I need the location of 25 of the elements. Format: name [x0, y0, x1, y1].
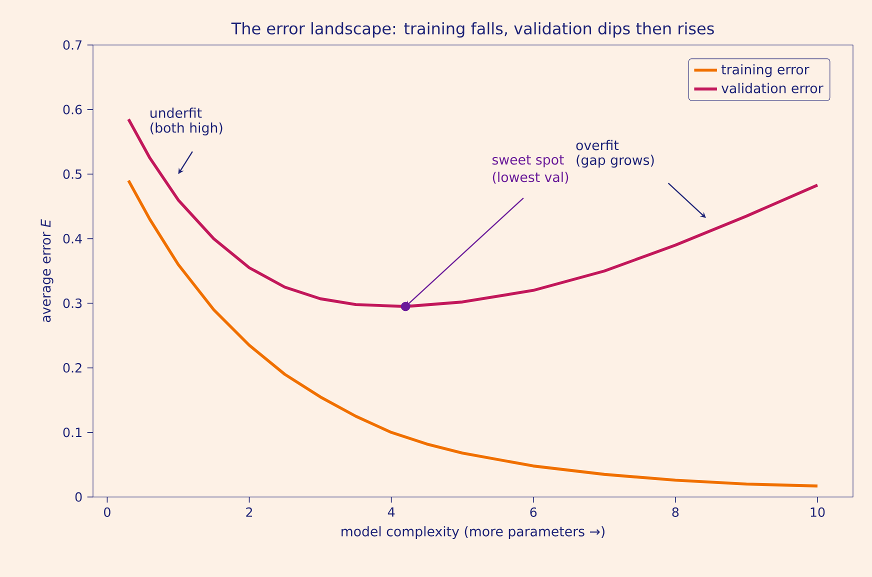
annotation: (gap grows)	[576, 154, 654, 168]
annotation: (lowest val)	[492, 172, 568, 184]
x-tick-label: 4	[388, 507, 395, 517]
y-tick-label: 0.2	[63, 363, 82, 373]
x-tick-label: 8	[672, 507, 679, 517]
annotation: underfit	[150, 108, 202, 118]
x-tick-label: 2	[246, 507, 252, 517]
y-tick-label: 0.7	[63, 40, 82, 50]
y-tick-label: 0.1	[63, 428, 82, 438]
annotation: (both high)	[150, 122, 222, 136]
annotation: sweet spot	[492, 155, 564, 168]
x-axis-title: model complexity (more parameters →)	[342, 526, 604, 540]
y-tick-label: 0.3	[63, 298, 82, 308]
chart-title: The error landscape: training falls, validation dips then rises	[231, 22, 714, 38]
y-tick-label: 0.6	[63, 104, 82, 114]
legend-label: training error	[721, 64, 810, 78]
y-tick-label: 0.5	[63, 169, 82, 179]
y-tick-label: 0	[75, 492, 82, 502]
y-tick-label: 0.4	[63, 234, 82, 244]
annotation: overfit	[576, 140, 619, 150]
x-tick-label: 10	[810, 507, 825, 517]
x-tick-label: 6	[530, 507, 537, 517]
x-tick-label: 0	[104, 507, 110, 517]
y-axis-title: average error E	[40, 219, 54, 322]
legend-label: validation error	[722, 82, 824, 94]
